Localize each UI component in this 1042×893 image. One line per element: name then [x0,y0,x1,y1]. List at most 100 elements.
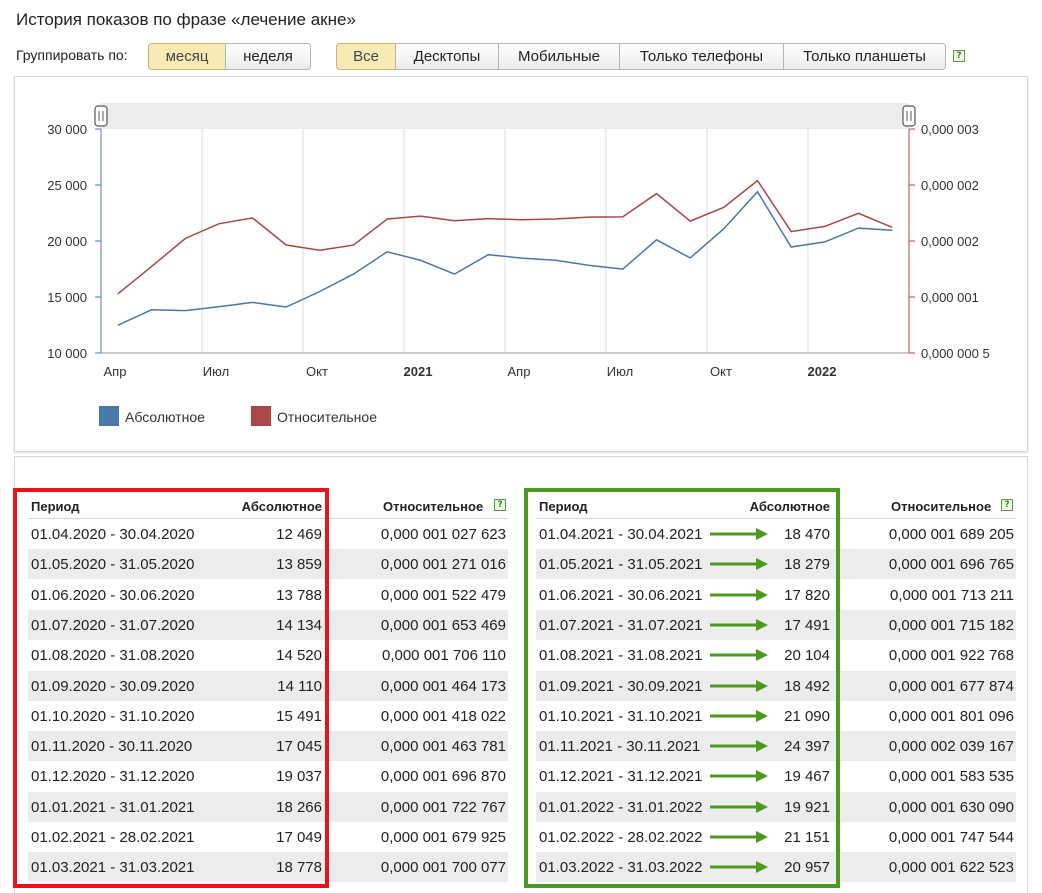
chart-panel: Апр Июл Окт 2021 Апр Июл Окт 2022 30 000 25 000 20… [14,76,1028,452]
cell-relative: 0,000 001 922 768 [888,647,1014,665]
x-tick-label: 2021 [404,364,433,379]
group-week-button[interactable]: неделя [225,43,311,70]
cell-period: 01.02.2022 - 28.02.2022 [539,829,703,846]
cell-absolute: 18 778 [276,859,322,877]
table-row: 01.10.2021 - 31.10.2021 21 090 0,000 001 8… [536,701,1016,731]
cell-absolute: 21 151 [784,829,830,846]
cell-absolute: 21 090 [784,707,830,725]
table-row: 01.07.2020 - 31.07.2020 14 134 0,000 001 6… [28,609,508,640]
header-period: Период [31,499,80,514]
cell-period: 01.10.2021 - 31.10.2021 [539,707,703,725]
table-row: 01.08.2021 - 31.08.2021 20 104 0,000 001 9… [536,640,1016,670]
table-row: 01.01.2021 - 31.01.2021 18 266 0,000 001 7… [28,791,508,822]
y-left-tick-label: 15 000 [47,290,87,305]
help-icon[interactable]: ? [953,50,965,62]
cell-relative: 0,000 001 700 077 [380,859,506,877]
cell-relative: 0,000 001 696 765 [888,556,1014,574]
arrow-right-icon [710,800,768,813]
table-row: 01.08.2020 - 31.08.2020 14 520 0,000 001 7… [28,640,508,670]
table-row: 01.06.2021 - 30.06.2021 17 820 0,000 001 7… [536,580,1016,610]
cell-relative: 0,000 001 747 544 [888,829,1014,846]
device-phones-button[interactable]: Только телефоны [619,43,784,70]
cell-period: 01.07.2021 - 31.07.2021 [539,616,703,634]
x-tick-label: 2022 [808,364,837,379]
table-row: 01.09.2020 - 30.09.2020 14 110 0,000 001 4… [28,670,508,701]
table-row: 01.01.2022 - 31.01.2022 19 921 0,000 001 6… [536,791,1016,822]
y-right-tick-label: 0,000 003 [921,122,979,137]
cell-absolute: 18 470 [784,526,830,543]
highlight-box-red [13,488,329,888]
device-mobile-button[interactable]: Мобильные [498,43,620,70]
y-right-tick-label: 0,000 000 5 [921,346,990,361]
chart: Апр Июл Окт 2021 Апр Июл Окт 2022 30 000 25 000 20… [47,103,990,426]
cell-relative: 0,000 001 706 110 [381,647,506,665]
cell-period: 01.04.2021 - 30.04.2021 [539,526,703,543]
table-row: 01.11.2021 - 30.11.2021 24 397 0,000 002 0… [536,731,1016,762]
device-all-button[interactable]: Все [336,43,396,70]
cell-relative: 0,000 001 463 781 [380,738,506,756]
cell-relative: 0,000 001 801 096 [888,707,1014,725]
legend-relative-label: Относительное [277,409,377,425]
header-absolute: Абсолютное [241,499,322,514]
header-period: Период [539,499,588,514]
cell-relative: 0,000 001 464 173 [380,677,506,695]
group-by-label: Группировать по: [16,47,128,63]
cell-absolute: 14 520 [276,647,322,665]
arrow-right-icon [710,588,768,601]
cell-relative: 0,000 001 271 016 [380,556,506,574]
cell-period: 01.01.2021 - 31.01.2021 [31,798,195,816]
y-left-tick-label: 25 000 [47,178,87,193]
cell-relative: 0,000 001 689 205 [888,526,1014,543]
arrow-right-icon [710,618,768,631]
cell-absolute: 17 049 [276,829,322,846]
cell-absolute: 20 957 [784,859,830,877]
cell-period: 01.09.2020 - 30.09.2020 [31,677,195,695]
y-left-tick-label: 10 000 [47,346,87,361]
table-row: 01.09.2021 - 30.09.2021 18 492 0,000 001 6… [536,670,1016,701]
arrow-right-icon [710,770,768,783]
legend-relative-swatch [251,406,271,426]
arrow-right-icon [710,709,768,722]
x-tick-label: Апр [104,364,127,379]
table-row: 01.12.2021 - 31.12.2021 19 467 0,000 001 5… [536,761,1016,791]
help-icon[interactable]: ? [1001,499,1013,511]
cell-period: 01.05.2021 - 31.05.2021 [539,556,703,574]
help-icon[interactable]: ? [494,499,506,511]
range-selector-track [101,103,909,129]
cell-absolute: 14 110 [277,677,322,695]
y-left-tick-label: 30 000 [47,122,87,137]
group-month-button[interactable]: месяц [148,43,226,70]
y-right-tick-label: 0,000 002 [921,178,979,193]
cell-absolute: 18 279 [784,556,830,574]
series-line-relative [117,179,893,295]
cell-relative: 0,000 001 713 211 [889,586,1014,604]
x-tick-label: Апр [508,364,531,379]
header-relative: Относительное [891,499,992,514]
table-row: 01.11.2020 - 30.11.2020 17 045 0,000 001 4… [28,731,508,762]
arrow-right-icon [710,831,768,843]
header-absolute: Абсолютное [749,499,830,514]
cell-absolute: 17 820 [784,586,830,604]
cell-relative: 0,000 001 418 022 [380,707,506,725]
cell-period: 01.06.2021 - 30.06.2021 [539,586,703,604]
arrow-right-icon [710,861,768,874]
cell-absolute: 18 266 [276,798,322,816]
cell-relative: 0,000 001 522 479 [380,586,506,604]
arrow-right-icon [710,558,768,571]
table-row: 01.05.2021 - 31.05.2021 18 279 0,000 001 6… [536,549,1016,580]
highlight-box-green [524,488,840,888]
cell-relative: 0,000 001 677 874 [888,677,1014,695]
cell-period: 01.12.2020 - 31.12.2020 [31,768,195,786]
table-row: 01.02.2022 - 28.02.2022 21 151 0,000 001 7… [536,822,1016,852]
arrow-right-icon [710,740,768,753]
cell-period: 01.07.2020 - 31.07.2020 [31,616,195,634]
cell-period: 01.11.2020 - 30.11.2020 [31,738,193,756]
cell-absolute: 12 469 [276,526,322,543]
device-desktop-button[interactable]: Десктопы [395,43,499,70]
cell-period: 01.12.2021 - 31.12.2021 [539,768,703,786]
device-tablets-button[interactable]: Только планшеты [783,43,946,70]
cell-period: 01.06.2020 - 30.06.2020 [31,586,195,604]
cell-relative: 0,000 001 583 535 [888,768,1014,786]
cell-period: 01.10.2020 - 31.10.2020 [31,707,195,725]
table-row: 01.06.2020 - 30.06.2020 13 788 0,000 001 5… [28,580,508,610]
